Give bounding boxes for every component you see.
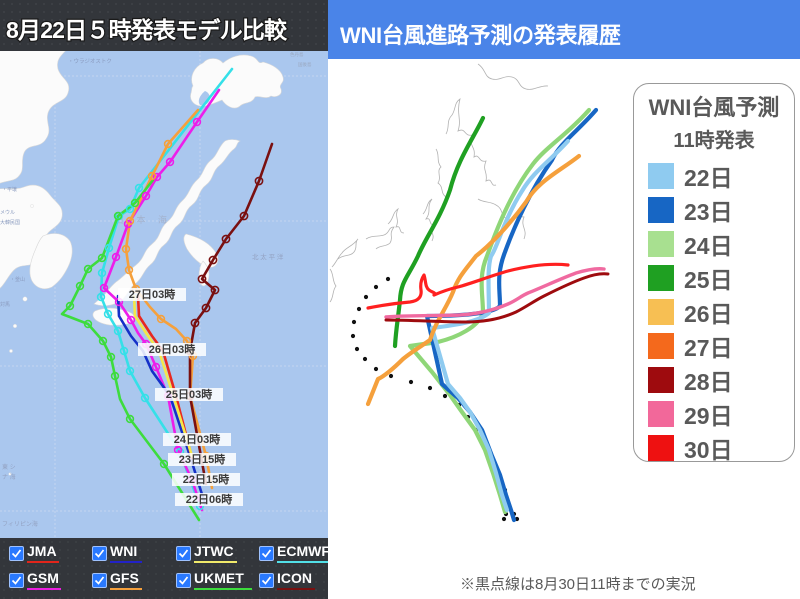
svg-text:メウル: メウル [0,209,15,216]
svg-text:国後島: 国後島 [298,61,312,68]
svg-text:・ウラジオストク: ・ウラジオストク [68,57,112,65]
svg-text:27日03時: 27日03時 [129,287,175,301]
svg-text:22日06時: 22日06時 [186,492,232,506]
svg-text:フィリピン海: フィリピン海 [2,520,38,528]
svg-text:22日15時: 22日15時 [183,472,229,486]
svg-text:25日03時: 25日03時 [166,387,212,401]
svg-text:日 本 海: 日 本 海 [115,214,172,225]
svg-text:大韓民国: 大韓民国 [0,219,20,226]
svg-text:・釜山: ・釜山 [10,276,25,283]
svg-text:23日15時: 23日15時 [179,452,225,466]
svg-text:24日03時: 24日03時 [174,432,220,446]
svg-text:色丹島: 色丹島 [290,51,304,58]
svg-text:対馬: 対馬 [0,301,10,308]
svg-text:東 シ: 東 シ [2,463,16,471]
svg-text:北 太 平 洋: 北 太 平 洋 [252,252,284,261]
svg-text:ナ 海: ナ 海 [2,473,16,481]
svg-text:26日03時: 26日03時 [149,342,195,356]
svg-text:・平壌: ・平壌 [2,186,17,193]
